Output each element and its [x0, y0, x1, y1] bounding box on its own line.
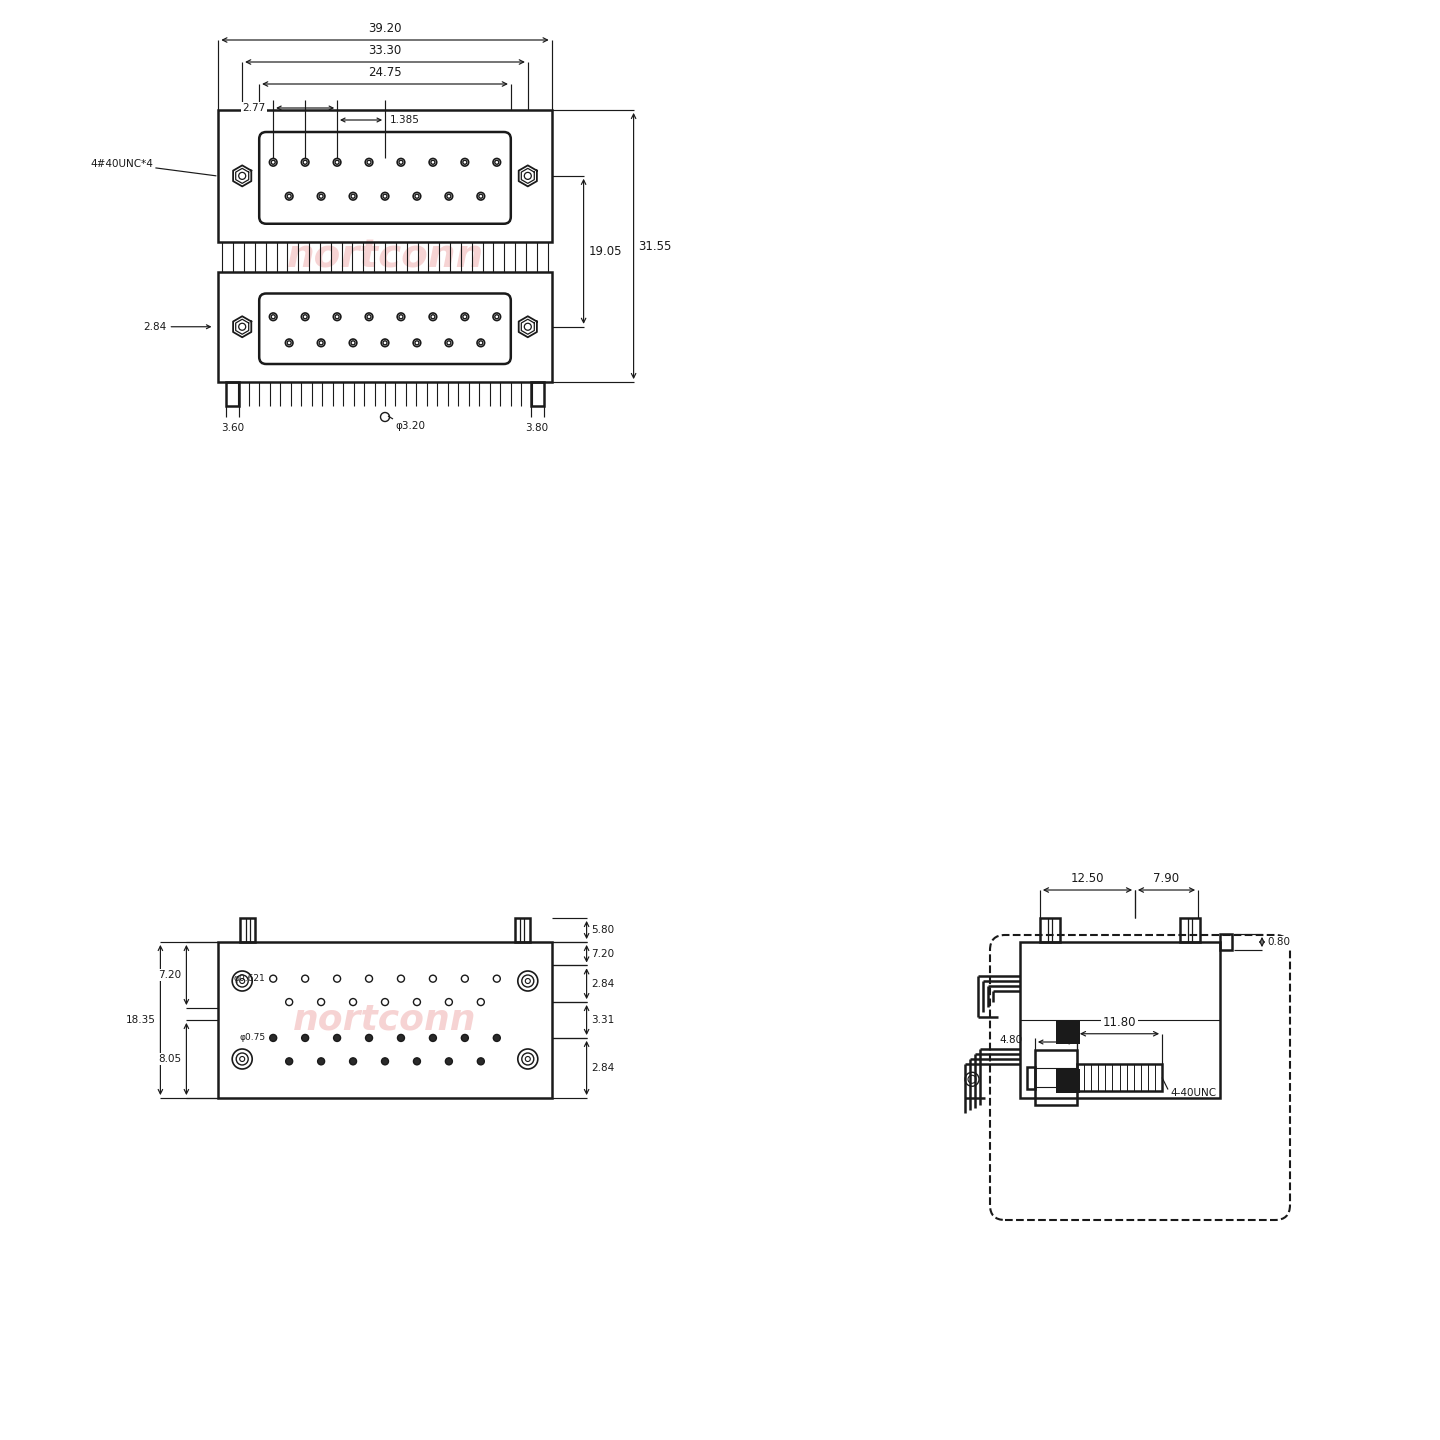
Text: 2.77: 2.77 — [242, 104, 265, 112]
Text: 33.30: 33.30 — [369, 45, 402, 58]
Bar — [1077, 1064, 1162, 1092]
Text: 0.80: 0.80 — [1267, 937, 1290, 948]
Bar — [226, 382, 239, 406]
Circle shape — [382, 1058, 389, 1064]
Text: nortconn: nortconn — [294, 1004, 477, 1037]
Bar — [1027, 1067, 1035, 1089]
Bar — [1179, 919, 1200, 942]
Text: φ0.621: φ0.621 — [233, 975, 265, 984]
Text: φ3.20: φ3.20 — [395, 420, 425, 431]
Bar — [1040, 919, 1060, 942]
Text: 7.20: 7.20 — [158, 971, 181, 981]
Text: 11.80: 11.80 — [1103, 1015, 1136, 1028]
Text: 7.20: 7.20 — [592, 949, 615, 959]
Circle shape — [494, 1034, 500, 1041]
Circle shape — [413, 1058, 420, 1064]
Text: 31.55: 31.55 — [638, 239, 672, 252]
Circle shape — [269, 1034, 276, 1041]
Circle shape — [318, 1058, 324, 1064]
Bar — [1056, 1068, 1080, 1093]
Circle shape — [429, 1034, 436, 1041]
Text: 7.90: 7.90 — [1153, 873, 1179, 886]
Text: nortconn: nortconn — [287, 238, 484, 275]
Circle shape — [461, 1034, 468, 1041]
Text: 39.20: 39.20 — [369, 22, 402, 35]
Text: 3.80: 3.80 — [526, 423, 549, 433]
Text: 19.05: 19.05 — [589, 245, 622, 258]
Bar — [240, 919, 255, 942]
Bar — [219, 942, 552, 1097]
Circle shape — [366, 1034, 373, 1041]
Bar — [530, 382, 544, 406]
Circle shape — [301, 1034, 308, 1041]
Bar — [219, 109, 552, 242]
Circle shape — [397, 1034, 405, 1041]
Bar — [514, 919, 530, 942]
Text: 4#40UNC*4: 4#40UNC*4 — [91, 158, 154, 168]
Text: 8.05: 8.05 — [158, 1054, 181, 1064]
Bar — [1056, 1020, 1080, 1044]
Circle shape — [445, 1058, 452, 1064]
Text: 24.75: 24.75 — [369, 66, 402, 79]
Circle shape — [477, 1058, 484, 1064]
Text: 3.31: 3.31 — [592, 1015, 615, 1025]
Text: φ0.75: φ0.75 — [239, 1034, 265, 1043]
Text: 4.80: 4.80 — [999, 1035, 1022, 1045]
Text: 4-40UNC: 4-40UNC — [1169, 1087, 1217, 1097]
Text: 3.60: 3.60 — [222, 423, 245, 433]
Text: 2.84: 2.84 — [592, 979, 615, 989]
Circle shape — [350, 1058, 357, 1064]
Text: 2.84: 2.84 — [592, 1063, 615, 1073]
Bar — [219, 272, 552, 382]
Text: 5.80: 5.80 — [592, 924, 615, 935]
Bar — [1020, 942, 1220, 1097]
Text: 1.385: 1.385 — [390, 115, 420, 125]
Circle shape — [285, 1058, 292, 1064]
Bar — [1035, 1050, 1077, 1104]
Text: 18.35: 18.35 — [125, 1015, 156, 1025]
Text: 2.84: 2.84 — [143, 321, 167, 331]
Text: 12.50: 12.50 — [1071, 873, 1104, 886]
Bar — [1220, 935, 1233, 950]
Circle shape — [334, 1034, 341, 1041]
